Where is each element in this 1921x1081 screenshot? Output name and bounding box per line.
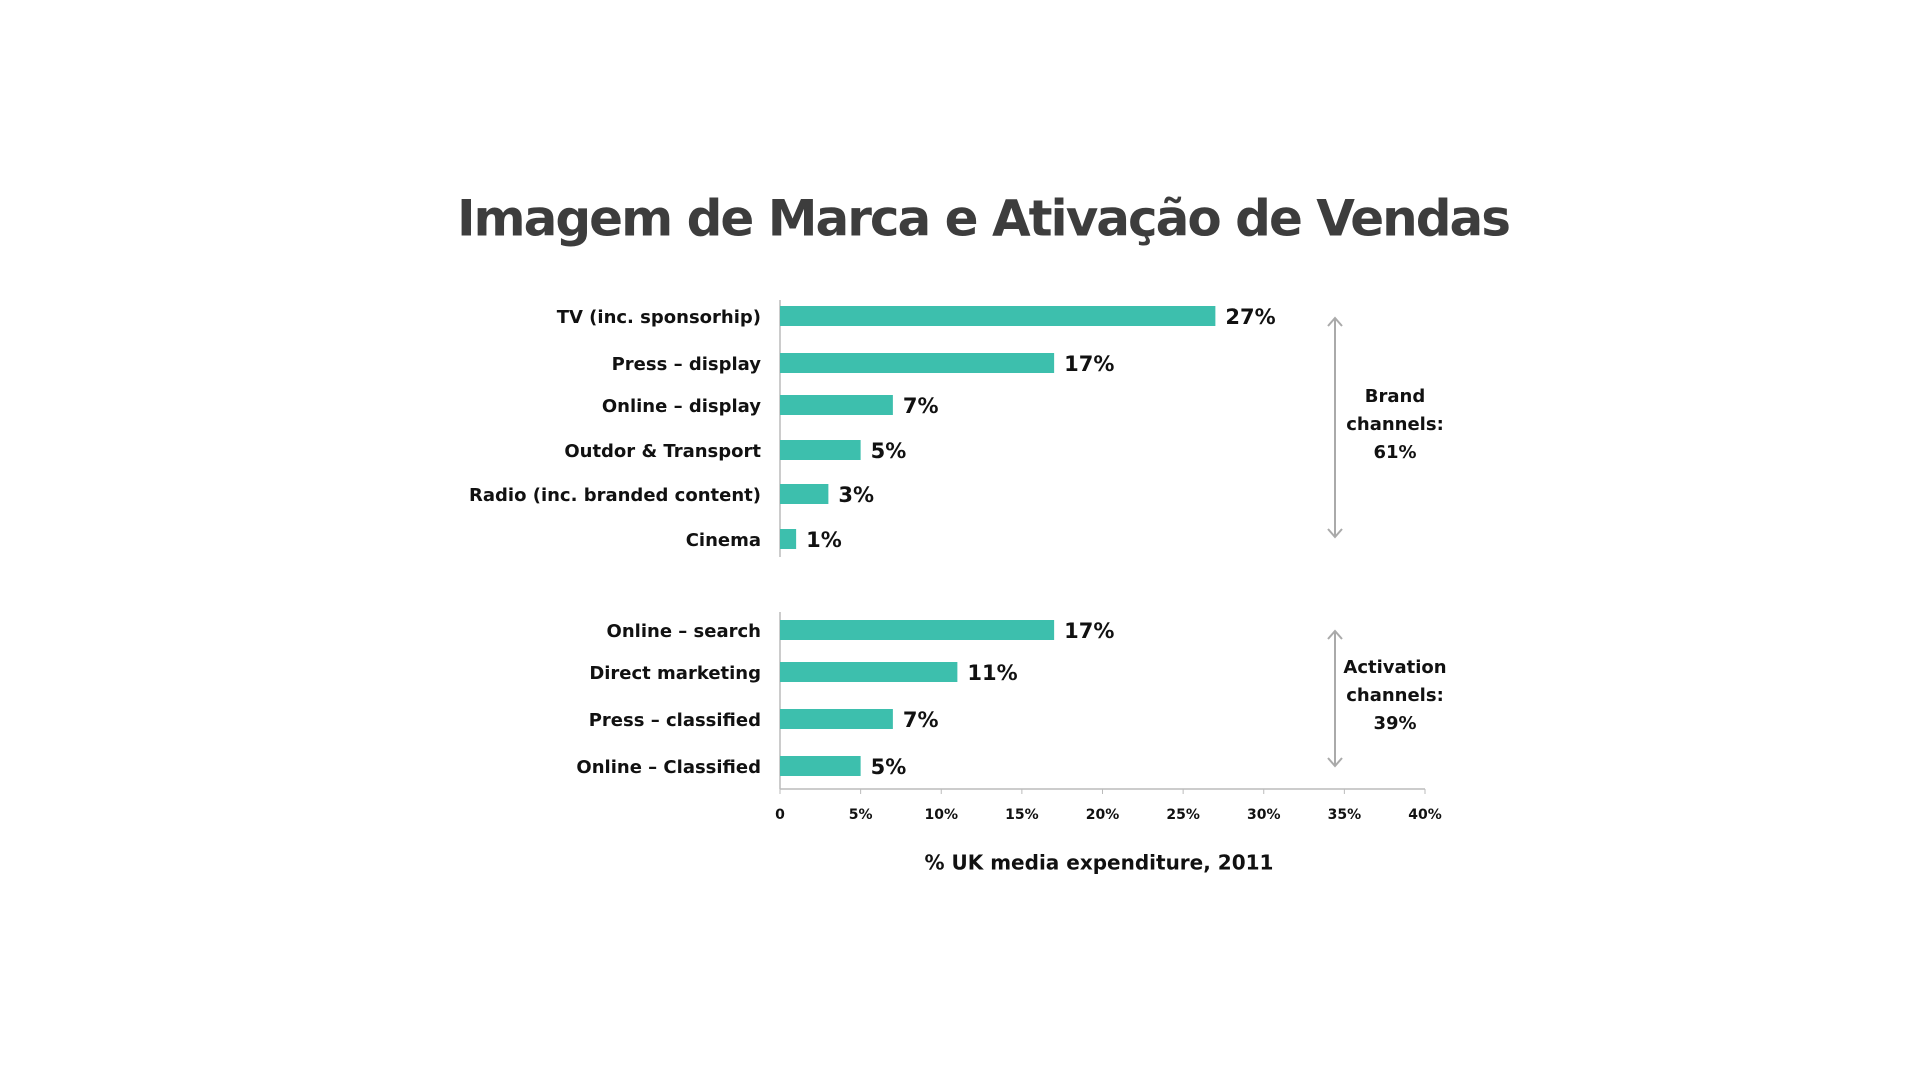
y-tick-label: Online – display	[602, 396, 761, 417]
y-tick-label: Cinema	[686, 530, 761, 551]
annotation: Brand	[1365, 386, 1425, 407]
annotation: 39%	[1373, 713, 1416, 734]
value-label: 1%	[806, 528, 842, 552]
x-tick-label: 20%	[1086, 807, 1120, 823]
chart-title: Imagem de Marca e Ativação de Vendas	[457, 190, 1509, 248]
annotation: channels:	[1346, 685, 1444, 706]
value-label: 5%	[871, 755, 907, 779]
bar	[780, 709, 893, 729]
bar	[780, 620, 1055, 640]
annotation: Activation	[1343, 657, 1446, 678]
value-label: 17%	[1064, 352, 1114, 376]
x-tick-label: 25%	[1166, 807, 1200, 823]
bar	[780, 484, 829, 504]
y-tick-label: TV (inc. sponsorhip)	[557, 307, 761, 328]
value-label: 7%	[903, 394, 939, 418]
y-tick-label: Direct marketing	[589, 663, 761, 684]
y-tick-label: Online – Classified	[576, 757, 761, 778]
bar	[780, 353, 1055, 373]
annotation: 61%	[1373, 442, 1416, 463]
x-axis-label: % UK media expenditure, 2011	[925, 851, 1274, 875]
y-tick-label: Online – search	[607, 621, 761, 642]
x-tick-label: 30%	[1247, 807, 1281, 823]
y-tick-label: Press – classified	[589, 710, 761, 731]
value-label: 7%	[903, 708, 939, 732]
bar	[780, 529, 797, 549]
bracket-arrow	[1327, 316, 1343, 768]
value-label: 27%	[1225, 305, 1275, 329]
bar	[780, 662, 958, 682]
annotation: channels:	[1346, 414, 1444, 435]
value-label: 17%	[1064, 619, 1114, 643]
y-tick-label: Press – display	[612, 354, 762, 375]
x-tick-label: 15%	[1005, 807, 1039, 823]
bar	[780, 756, 861, 776]
y-tick-label: Radio (inc. branded content)	[469, 485, 761, 506]
bar	[780, 306, 1216, 326]
x-tick-label: 0	[775, 807, 785, 823]
value-label: 11%	[967, 661, 1017, 685]
x-tick-label: 40%	[1408, 807, 1442, 823]
value-label: 5%	[871, 439, 907, 463]
value-label: 3%	[838, 483, 874, 507]
bar	[780, 440, 861, 460]
bar	[780, 395, 893, 415]
y-tick-label: Outdor & Transport	[564, 441, 761, 462]
x-tick-label: 10%	[924, 807, 958, 823]
x-tick-label: 5%	[849, 807, 873, 823]
x-tick-label: 35%	[1328, 807, 1362, 823]
